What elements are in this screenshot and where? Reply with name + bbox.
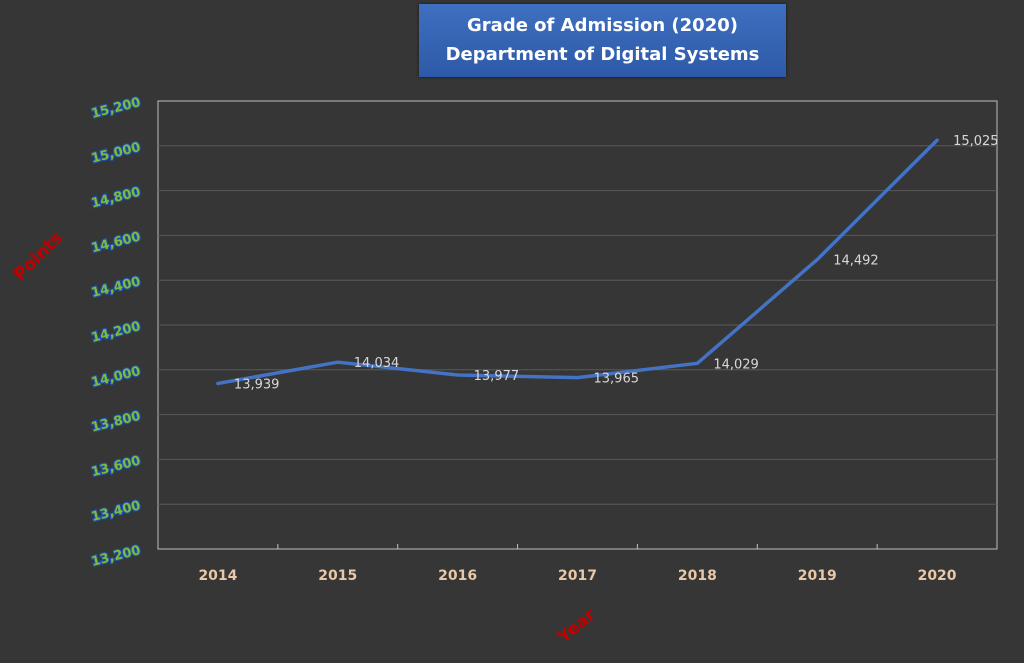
x-tick-label: 2019	[798, 568, 837, 584]
y-tick-label: 15,000	[90, 140, 142, 167]
data-label: 14,492	[833, 254, 879, 269]
y-tick-label: 14,800	[90, 185, 142, 212]
data-point	[695, 361, 699, 365]
x-tick-label: 2017	[558, 568, 597, 584]
y-axis-title: Points	[10, 228, 67, 285]
data-label: 13,939	[234, 377, 280, 392]
gridlines	[158, 145, 997, 505]
data-label: 14,034	[354, 356, 400, 371]
y-tick-label: 14,400	[90, 274, 142, 301]
x-tick-label: 2016	[438, 568, 477, 584]
data-labels: 13,939 14,034 13,977 13,965 14,029 14,492 15,0…	[234, 134, 999, 392]
x-tick-label: 2020	[918, 568, 957, 584]
data-label: 13,965	[594, 372, 640, 387]
data-label: 15,025	[953, 134, 999, 149]
data-point	[456, 373, 460, 377]
y-tick-label: 15,200	[90, 95, 142, 122]
y-tick-label: 14,600	[90, 230, 142, 257]
y-tick-label: 13,600	[90, 454, 142, 481]
y-axis-ticks: 13,200 13,400 13,600 13,800 14,000 14,200 14,4…	[89, 94, 144, 571]
x-tick-label: 2014	[198, 568, 237, 584]
y-tick-label: 14,200	[90, 319, 142, 346]
data-point	[935, 138, 939, 142]
y-tick-label: 13,400	[90, 498, 142, 525]
series-line	[216, 138, 939, 386]
chart-title: Grade of Admission (2020) Department of …	[419, 4, 786, 77]
series	[216, 138, 939, 386]
chart-title-line-2: Department of Digital Systems	[445, 44, 760, 65]
x-tick-label: 2015	[318, 568, 357, 584]
data-point	[336, 360, 340, 364]
data-point	[576, 376, 579, 380]
data-label: 14,029	[713, 357, 759, 372]
data-point	[216, 381, 220, 385]
y-tick-label: 13,800	[90, 409, 142, 436]
chart-title-line-1: Grade of Admission (2020)	[467, 15, 738, 36]
x-tick-label: 2018	[678, 568, 717, 584]
y-tick-label: 13,200	[90, 543, 142, 570]
x-axis-title: Year	[553, 605, 599, 648]
x-axis-ticks: 2014 2015 2016 2017 2018 2019 2020	[198, 544, 957, 584]
data-label: 13,977	[474, 369, 519, 384]
data-point	[815, 258, 819, 262]
y-tick-label: 14,000	[90, 364, 142, 391]
